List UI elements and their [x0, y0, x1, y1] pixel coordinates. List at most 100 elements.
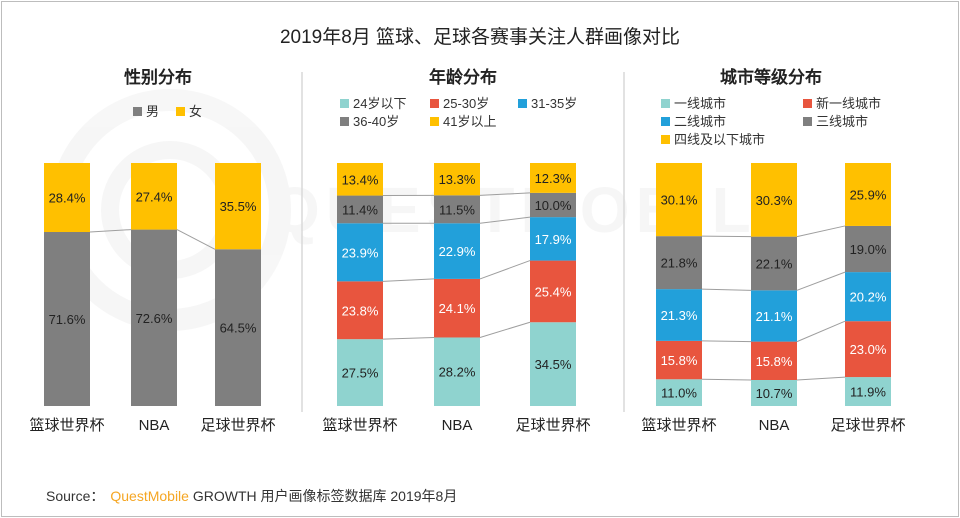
data-label: 10.7% — [756, 386, 793, 401]
data-label: 15.8% — [661, 353, 698, 368]
data-label: 21.1% — [756, 309, 793, 324]
data-label: 13.4% — [342, 172, 379, 187]
page-title: 2019年8月 篮球、足球各赛事关注人群画像对比 — [280, 26, 680, 48]
connector-line — [701, 340, 752, 343]
bar-segment — [337, 223, 383, 282]
data-label: 11.0% — [661, 386, 697, 401]
bar-segment — [44, 232, 90, 406]
bar-segment — [434, 278, 480, 338]
panel-title: 性别分布 — [124, 67, 192, 87]
bar-segment — [751, 290, 797, 342]
bar-segment — [434, 163, 480, 196]
bar-segment — [215, 163, 261, 250]
legend-label: 二线城市 — [674, 114, 726, 129]
data-label: 11.9% — [850, 385, 886, 400]
data-label: 27.5% — [342, 366, 379, 381]
category-label: 足球世界杯 — [515, 417, 590, 434]
bar-segment — [656, 379, 702, 406]
category-label: 足球世界杯 — [830, 417, 905, 434]
bar-segment — [845, 321, 891, 378]
connector-line — [89, 229, 132, 233]
data-label: 24.1% — [439, 301, 476, 316]
data-label: 34.5% — [535, 357, 572, 372]
legend-swatch — [661, 135, 670, 144]
bar-segment — [530, 192, 576, 218]
data-label: 25.4% — [535, 284, 572, 299]
category-label: 篮球世界杯 — [29, 416, 104, 434]
data-label: 71.6% — [49, 312, 86, 327]
bar-segment — [131, 229, 177, 406]
connector-line — [479, 321, 531, 338]
data-label: 22.1% — [756, 256, 793, 271]
legend-swatch — [340, 99, 349, 108]
data-label: 30.3% — [756, 193, 793, 208]
connector-line — [176, 229, 216, 250]
data-label: 20.2% — [850, 290, 887, 305]
legend-swatch — [133, 107, 142, 116]
bar-segment — [656, 340, 702, 380]
source-brand: QuestMobile — [110, 488, 189, 504]
panel-title: 城市等级分布 — [720, 67, 822, 87]
data-label: 15.8% — [756, 354, 793, 369]
legend-label: 三线城市 — [816, 114, 868, 129]
bar-segment — [530, 163, 576, 193]
connector-line — [479, 260, 531, 280]
legend-label: 41岁以上 — [443, 114, 496, 129]
bar-segment — [656, 163, 702, 237]
data-label: 23.8% — [342, 303, 379, 318]
legend-swatch — [803, 99, 812, 108]
bar-segment — [751, 379, 797, 406]
legend-swatch — [340, 117, 349, 126]
legend-label: 31-35岁 — [531, 96, 577, 111]
bar-segment — [215, 249, 261, 406]
legend-label: 新一线城市 — [816, 96, 881, 111]
bar-segment — [656, 289, 702, 341]
bar-segment — [44, 163, 90, 233]
bar-segment — [751, 163, 797, 237]
connector-line — [382, 278, 435, 282]
data-label: 64.5% — [220, 321, 257, 336]
data-label: 28.2% — [439, 365, 476, 380]
legend-swatch — [430, 99, 439, 108]
source-line: Source： QuestMobile GROWTH 用户画像标签数据库 2019… — [46, 486, 457, 506]
panel-2: 年龄分布 24岁以下 25-30岁 31-35岁 36-40岁 41岁以上 27.5% 23.… — [322, 67, 590, 434]
connector-line — [796, 271, 846, 291]
category-label: NBA — [442, 417, 473, 434]
legend-label: 25-30岁 — [443, 96, 489, 111]
data-label: 22.9% — [439, 244, 476, 259]
connector-line — [479, 216, 531, 224]
bar-segment — [530, 260, 576, 323]
data-label: 12.3% — [535, 171, 572, 186]
data-label: 11.5% — [439, 202, 475, 217]
data-label: 28.4% — [49, 191, 86, 206]
data-label: 72.6% — [136, 311, 173, 326]
bar-segment — [530, 322, 576, 406]
panel-title: 年龄分布 — [429, 67, 497, 87]
data-label: 23.9% — [342, 245, 379, 260]
legend-swatch — [803, 117, 812, 126]
category-label: 篮球世界杯 — [641, 416, 716, 434]
legend-swatch — [430, 117, 439, 126]
data-label: 19.0% — [850, 242, 887, 257]
category-label: 篮球世界杯 — [322, 416, 397, 434]
connector-line — [796, 225, 846, 238]
bar-segment — [337, 339, 383, 406]
bar-segment — [337, 195, 383, 224]
bar-segment — [434, 195, 480, 224]
bar-segment — [434, 337, 480, 406]
legend-swatch — [518, 99, 527, 108]
data-label: 23.0% — [850, 342, 887, 357]
bar-segment — [434, 223, 480, 279]
bar-segment — [845, 225, 891, 273]
data-label: 27.4% — [136, 189, 173, 204]
legend-label: 四线及以下城市 — [674, 132, 765, 147]
data-label: 30.1% — [661, 193, 698, 208]
connector-line — [701, 378, 752, 381]
bar-segment — [751, 236, 797, 291]
legend-label: 36-40岁 — [353, 114, 399, 129]
data-label: 21.3% — [661, 308, 698, 323]
